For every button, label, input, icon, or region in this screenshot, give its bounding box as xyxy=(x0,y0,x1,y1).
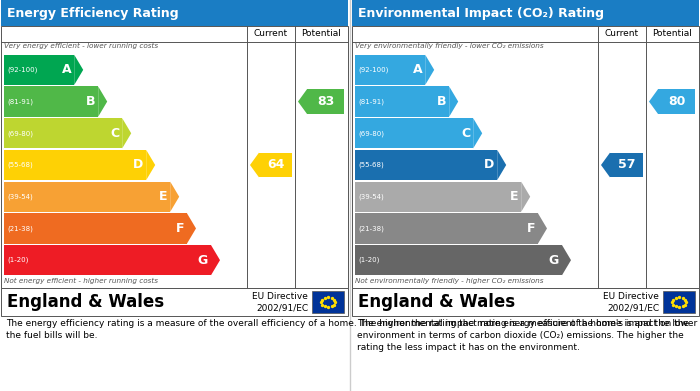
Bar xyxy=(312,291,344,313)
Bar xyxy=(352,26,699,288)
Text: (21-38): (21-38) xyxy=(7,225,33,232)
Text: (69-80): (69-80) xyxy=(7,130,33,136)
Text: Not energy efficient - higher running costs: Not energy efficient - higher running co… xyxy=(4,278,158,284)
Bar xyxy=(4,150,146,180)
Bar xyxy=(4,118,122,149)
Text: G: G xyxy=(197,254,208,267)
Polygon shape xyxy=(211,245,220,275)
Text: Environmental Impact (CO₂) Rating: Environmental Impact (CO₂) Rating xyxy=(358,7,604,20)
Text: 57: 57 xyxy=(617,158,636,172)
Text: (92-100): (92-100) xyxy=(358,66,388,73)
Text: The environmental impact rating is a measure of a home's impact on the environme: The environmental impact rating is a mea… xyxy=(357,319,689,352)
Text: C: C xyxy=(110,127,119,140)
Text: EU Directive
2002/91/EC: EU Directive 2002/91/EC xyxy=(252,292,308,312)
Text: Potential: Potential xyxy=(652,29,692,38)
Text: (81-91): (81-91) xyxy=(7,98,33,105)
Text: E: E xyxy=(510,190,518,203)
Text: E: E xyxy=(159,190,167,203)
Bar xyxy=(355,86,449,117)
Bar xyxy=(355,118,473,149)
Bar xyxy=(355,245,562,275)
Bar xyxy=(663,291,695,313)
Polygon shape xyxy=(449,86,459,117)
Text: (1-20): (1-20) xyxy=(358,257,379,264)
Polygon shape xyxy=(98,86,107,117)
Polygon shape xyxy=(170,181,179,212)
Text: (21-38): (21-38) xyxy=(358,225,384,232)
Text: D: D xyxy=(484,158,494,172)
Text: Energy Efficiency Rating: Energy Efficiency Rating xyxy=(7,7,178,20)
Polygon shape xyxy=(187,213,196,244)
Text: (69-80): (69-80) xyxy=(358,130,384,136)
Text: Not environmentally friendly - higher CO₂ emissions: Not environmentally friendly - higher CO… xyxy=(355,278,543,284)
Text: (39-54): (39-54) xyxy=(358,194,384,200)
Polygon shape xyxy=(250,152,259,178)
Bar xyxy=(4,213,187,244)
Polygon shape xyxy=(497,150,506,180)
Text: (55-68): (55-68) xyxy=(358,162,384,168)
Text: A: A xyxy=(62,63,71,76)
Bar xyxy=(352,288,699,316)
Polygon shape xyxy=(146,150,155,180)
Polygon shape xyxy=(522,181,530,212)
Text: England & Wales: England & Wales xyxy=(358,293,515,311)
Polygon shape xyxy=(122,118,131,149)
Bar xyxy=(4,86,98,117)
Bar xyxy=(4,181,170,212)
Text: Very environmentally friendly - lower CO₂ emissions: Very environmentally friendly - lower CO… xyxy=(355,43,544,49)
Bar xyxy=(1,26,348,288)
Polygon shape xyxy=(562,245,571,275)
Text: A: A xyxy=(412,63,422,76)
Bar xyxy=(352,0,699,26)
Polygon shape xyxy=(298,89,307,114)
Bar xyxy=(1,0,348,26)
Text: Very energy efficient - lower running costs: Very energy efficient - lower running co… xyxy=(4,43,158,49)
Text: (55-68): (55-68) xyxy=(7,162,33,168)
Text: 64: 64 xyxy=(267,158,284,172)
Bar xyxy=(355,181,522,212)
Text: 83: 83 xyxy=(317,95,334,108)
Polygon shape xyxy=(425,55,434,85)
Text: Potential: Potential xyxy=(301,29,341,38)
Polygon shape xyxy=(649,89,658,114)
Bar xyxy=(658,89,695,114)
Text: Current: Current xyxy=(254,29,288,38)
Text: 80: 80 xyxy=(668,95,685,108)
Text: (92-100): (92-100) xyxy=(7,66,37,73)
Text: England & Wales: England & Wales xyxy=(7,293,164,311)
Text: F: F xyxy=(526,222,535,235)
Text: B: B xyxy=(437,95,446,108)
Bar xyxy=(259,152,292,178)
Bar xyxy=(4,55,74,85)
Bar xyxy=(1,288,348,316)
Text: G: G xyxy=(549,254,559,267)
Text: (81-91): (81-91) xyxy=(358,98,384,105)
Polygon shape xyxy=(538,213,547,244)
Text: C: C xyxy=(461,127,470,140)
Bar xyxy=(307,89,344,114)
Polygon shape xyxy=(473,118,482,149)
Bar xyxy=(610,152,643,178)
Text: (39-54): (39-54) xyxy=(7,194,33,200)
Text: B: B xyxy=(85,95,95,108)
Polygon shape xyxy=(74,55,83,85)
Text: F: F xyxy=(176,222,184,235)
Text: The energy efficiency rating is a measure of the overall efficiency of a home. T: The energy efficiency rating is a measur… xyxy=(6,319,697,340)
Bar xyxy=(355,55,425,85)
Polygon shape xyxy=(601,152,610,178)
Text: D: D xyxy=(133,158,144,172)
Text: Current: Current xyxy=(605,29,639,38)
Bar xyxy=(355,213,538,244)
Text: EU Directive
2002/91/EC: EU Directive 2002/91/EC xyxy=(603,292,659,312)
Bar xyxy=(4,245,211,275)
Text: (1-20): (1-20) xyxy=(7,257,29,264)
Bar xyxy=(355,150,497,180)
